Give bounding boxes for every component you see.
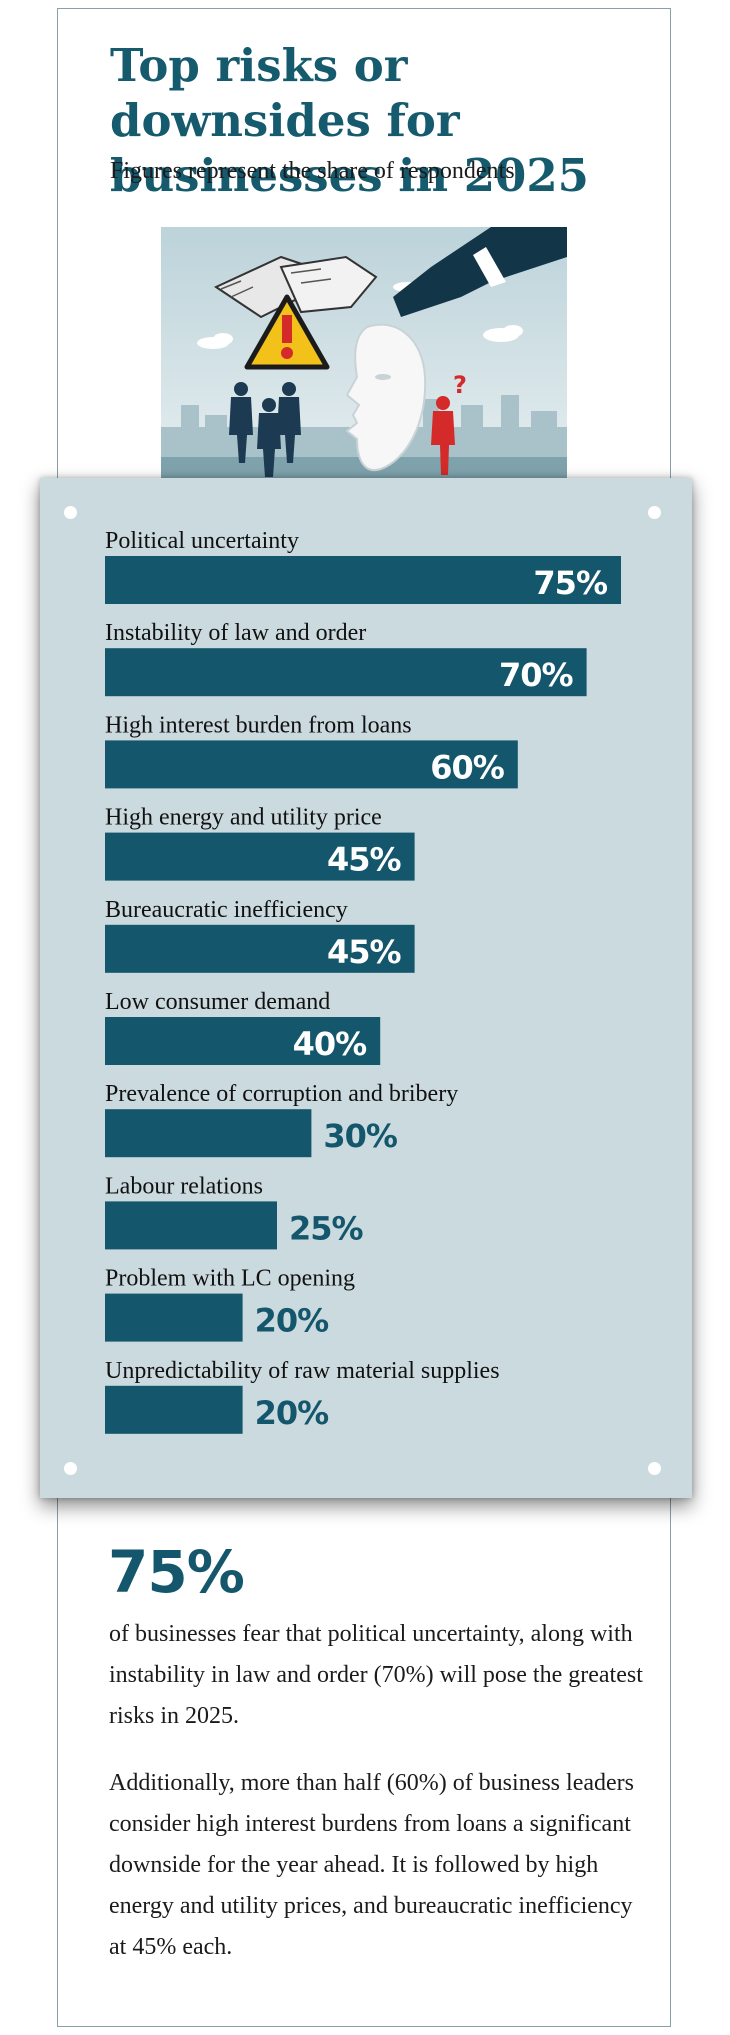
bar-value-label: 45%	[327, 841, 402, 879]
bar	[105, 556, 621, 604]
bar	[105, 648, 587, 697]
summary-paragraph-2: Additionally, more than half (60%) of bu…	[109, 1770, 634, 1960]
pin-bottom-right	[648, 1462, 661, 1475]
bar-value-label: 40%	[293, 1025, 368, 1063]
hand-holding-mask-icon	[345, 227, 567, 472]
page-subtitle: Figures represent the share of responden…	[110, 158, 515, 184]
bar-category-label: Problem with LC opening	[105, 1266, 355, 1292]
bar	[105, 1201, 277, 1250]
bar-category-label: Bureaucratic inefficiency	[105, 897, 348, 923]
bar-value-label: 20%	[255, 1394, 330, 1432]
pin-bottom-left	[64, 1462, 77, 1475]
bar	[105, 1293, 243, 1342]
svg-text:?: ?	[453, 371, 467, 399]
highlight-stat: 75%	[108, 1538, 245, 1606]
pin-top-right	[648, 506, 661, 519]
bar-value-label: 45%	[327, 933, 402, 971]
bar-value-label: 60%	[430, 748, 505, 786]
bar	[105, 740, 518, 789]
bar	[105, 1109, 312, 1158]
page-title: Top risks or downsides for businesses in…	[110, 39, 589, 202]
horizontal-bar-chart: Political uncertainty 75% Instability of l…	[105, 528, 621, 1434]
bar-value-label: 70%	[499, 656, 574, 694]
bar-category-label: Instability of law and order	[105, 620, 366, 646]
bar-category-label: High interest burden from loans	[105, 712, 412, 738]
red-figure-question-icon: ?	[431, 371, 467, 475]
chart-panel: Political uncertainty 75% Instability of l…	[40, 478, 692, 1498]
bar-value-label: 30%	[323, 1117, 398, 1155]
bar	[105, 832, 415, 881]
bar-value-label: 25%	[289, 1209, 364, 1247]
bar-category-label: High energy and utility price	[105, 805, 382, 831]
bar-category-label: Prevalence of corruption and bribery	[105, 1081, 458, 1107]
bar	[105, 1017, 381, 1065]
bar-value-label: 75%	[533, 564, 608, 602]
bar-category-label: Unpredictability of raw material supplie…	[105, 1358, 500, 1384]
warning-sign-icon	[244, 294, 330, 370]
bar	[105, 924, 415, 973]
bar-category-label: Political uncertainty	[105, 528, 299, 554]
bar-value-label: 20%	[255, 1302, 330, 1340]
bar-category-label: Low consumer demand	[105, 989, 330, 1015]
summary-paragraph-1: of businesses fear that political uncert…	[109, 1621, 643, 1729]
pin-top-left	[64, 506, 77, 519]
businessmen-silhouettes-icon	[229, 382, 301, 477]
bar	[105, 1385, 243, 1434]
bar-category-label: Labour relations	[105, 1173, 263, 1199]
business-risk-illustration: ?	[161, 227, 567, 479]
